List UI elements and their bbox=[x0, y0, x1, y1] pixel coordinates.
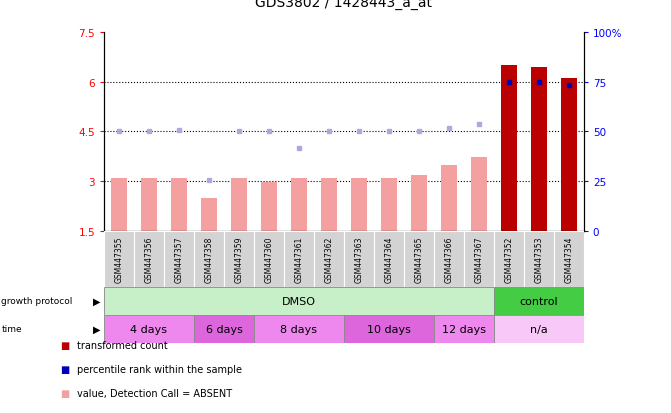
Text: GSM447356: GSM447356 bbox=[144, 236, 154, 282]
Text: GSM447365: GSM447365 bbox=[415, 236, 423, 282]
Bar bbox=[254, 231, 284, 287]
Bar bbox=[441, 165, 457, 231]
Text: GSM447352: GSM447352 bbox=[505, 236, 513, 282]
Text: rank, Detection Call = ABSENT: rank, Detection Call = ABSENT bbox=[77, 412, 227, 413]
Bar bbox=[434, 231, 464, 287]
Bar bbox=[194, 315, 254, 343]
Text: DMSO: DMSO bbox=[282, 296, 316, 306]
Bar bbox=[104, 315, 194, 343]
Text: GDS3802 / 1428443_a_at: GDS3802 / 1428443_a_at bbox=[256, 0, 432, 10]
Text: ■: ■ bbox=[60, 388, 70, 398]
Bar bbox=[201, 198, 217, 231]
Bar bbox=[464, 231, 494, 287]
Bar bbox=[170, 178, 187, 231]
Bar bbox=[434, 315, 494, 343]
Text: GSM447358: GSM447358 bbox=[205, 236, 213, 282]
Text: GSM447353: GSM447353 bbox=[534, 236, 544, 282]
Text: GSM447360: GSM447360 bbox=[264, 236, 273, 282]
Bar bbox=[554, 231, 584, 287]
Bar bbox=[344, 231, 374, 287]
Bar bbox=[141, 178, 157, 231]
Text: ■: ■ bbox=[60, 412, 70, 413]
Bar bbox=[231, 178, 247, 231]
Bar bbox=[314, 231, 344, 287]
Text: GSM447355: GSM447355 bbox=[115, 236, 123, 282]
Text: ■: ■ bbox=[60, 364, 70, 374]
Text: GSM447366: GSM447366 bbox=[444, 236, 454, 282]
Text: GSM447357: GSM447357 bbox=[174, 236, 183, 282]
Text: time: time bbox=[1, 325, 22, 334]
Text: value, Detection Call = ABSENT: value, Detection Call = ABSENT bbox=[77, 388, 232, 398]
Text: GSM447361: GSM447361 bbox=[295, 236, 303, 282]
Bar bbox=[560, 79, 577, 231]
Text: GSM447354: GSM447354 bbox=[564, 236, 573, 282]
Bar bbox=[194, 231, 224, 287]
Bar bbox=[224, 231, 254, 287]
Bar bbox=[344, 315, 434, 343]
Bar bbox=[380, 178, 397, 231]
Bar bbox=[254, 315, 344, 343]
Text: ▶: ▶ bbox=[93, 296, 101, 306]
Text: growth protocol: growth protocol bbox=[1, 297, 72, 306]
Text: ▶: ▶ bbox=[93, 324, 101, 334]
Text: GSM447364: GSM447364 bbox=[384, 236, 393, 282]
Bar bbox=[111, 178, 127, 231]
Bar bbox=[351, 178, 367, 231]
Text: transformed count: transformed count bbox=[77, 340, 168, 350]
Text: control: control bbox=[519, 296, 558, 306]
Text: 12 days: 12 days bbox=[442, 324, 486, 334]
Bar bbox=[321, 178, 337, 231]
Bar bbox=[284, 231, 314, 287]
Bar bbox=[494, 287, 584, 315]
Text: 10 days: 10 days bbox=[367, 324, 411, 334]
Bar bbox=[494, 231, 524, 287]
Bar bbox=[404, 231, 434, 287]
Text: percentile rank within the sample: percentile rank within the sample bbox=[77, 364, 242, 374]
Text: 8 days: 8 days bbox=[280, 324, 317, 334]
Text: 4 days: 4 days bbox=[130, 324, 168, 334]
Bar bbox=[291, 178, 307, 231]
Text: ■: ■ bbox=[60, 340, 70, 350]
Bar bbox=[104, 287, 494, 315]
Text: GSM447362: GSM447362 bbox=[324, 236, 333, 282]
Text: 6 days: 6 days bbox=[205, 324, 242, 334]
Bar bbox=[531, 68, 547, 231]
Bar bbox=[524, 231, 554, 287]
Text: GSM447359: GSM447359 bbox=[234, 236, 244, 282]
Bar bbox=[260, 183, 277, 231]
Bar bbox=[104, 231, 134, 287]
Bar bbox=[374, 231, 404, 287]
Bar bbox=[164, 231, 194, 287]
Bar bbox=[501, 66, 517, 231]
Bar bbox=[411, 175, 427, 231]
Text: GSM447367: GSM447367 bbox=[474, 236, 483, 282]
Text: n/a: n/a bbox=[530, 324, 548, 334]
Bar bbox=[134, 231, 164, 287]
Bar bbox=[494, 315, 584, 343]
Bar bbox=[470, 158, 487, 231]
Text: GSM447363: GSM447363 bbox=[354, 236, 364, 282]
